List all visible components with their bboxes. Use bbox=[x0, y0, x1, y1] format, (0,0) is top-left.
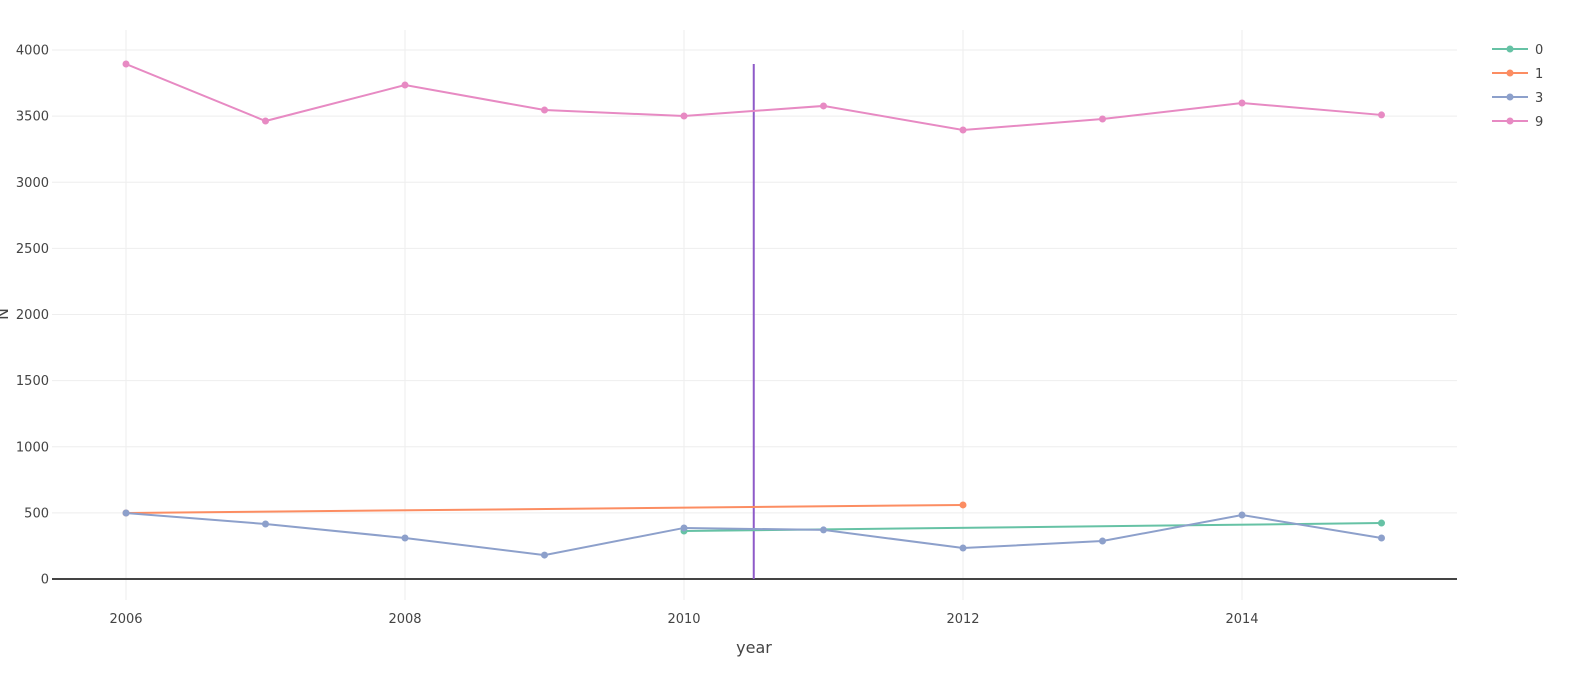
data-point[interactable] bbox=[262, 520, 269, 528]
y-tick-label: 0 bbox=[41, 573, 49, 588]
legend-label: 0 bbox=[1535, 43, 1543, 58]
series-group bbox=[122, 60, 1386, 559]
y-tick-label: 2500 bbox=[16, 242, 49, 257]
data-point[interactable] bbox=[541, 551, 548, 559]
series-line bbox=[125, 503, 964, 515]
legend-item-9[interactable]: 9 bbox=[1492, 115, 1543, 130]
legend-marker-icon bbox=[1506, 69, 1514, 77]
data-point[interactable] bbox=[401, 534, 409, 542]
data-point[interactable] bbox=[122, 60, 130, 68]
series-9[interactable] bbox=[122, 60, 1386, 134]
legend: 0 1 3 9 bbox=[1492, 43, 1543, 130]
y-tick-label: 1500 bbox=[16, 374, 49, 389]
data-point[interactable] bbox=[820, 526, 827, 534]
legend-marker-icon bbox=[1506, 117, 1514, 125]
legend-label: 9 bbox=[1535, 115, 1543, 130]
legend-item-0[interactable]: 0 bbox=[1492, 43, 1543, 58]
data-point[interactable] bbox=[959, 501, 967, 509]
y-axis-title: N bbox=[0, 308, 12, 320]
y-tick-label: 1000 bbox=[16, 440, 49, 455]
data-point[interactable] bbox=[1238, 99, 1246, 107]
data-point[interactable] bbox=[1378, 534, 1385, 542]
data-point[interactable] bbox=[959, 126, 967, 134]
data-point[interactable] bbox=[680, 112, 688, 120]
series-3[interactable] bbox=[122, 509, 1386, 559]
series-1[interactable] bbox=[122, 501, 967, 517]
x-axis-title: year bbox=[736, 638, 772, 657]
legend-marker-icon bbox=[1506, 93, 1514, 101]
legend-label: 1 bbox=[1535, 67, 1543, 82]
data-point[interactable] bbox=[1378, 519, 1385, 527]
legend-label: 3 bbox=[1535, 91, 1543, 106]
data-point[interactable] bbox=[541, 106, 548, 114]
data-point[interactable] bbox=[262, 117, 269, 125]
legend-marker-icon bbox=[1506, 45, 1514, 53]
y-tick-label: 3500 bbox=[16, 110, 49, 125]
data-point[interactable] bbox=[122, 509, 130, 517]
data-point[interactable] bbox=[1238, 511, 1246, 519]
data-point[interactable] bbox=[1099, 537, 1106, 545]
data-point[interactable] bbox=[820, 102, 827, 110]
data-point[interactable] bbox=[1099, 115, 1106, 123]
data-point[interactable] bbox=[959, 544, 967, 552]
data-point[interactable] bbox=[401, 81, 409, 89]
y-tick-label: 3000 bbox=[16, 176, 49, 191]
y-tick-label: 2000 bbox=[16, 308, 49, 323]
series-line bbox=[125, 63, 1382, 132]
x-tick-label: 2006 bbox=[109, 612, 142, 627]
x-tick-label: 2008 bbox=[388, 612, 421, 627]
y-tick-label: 4000 bbox=[16, 44, 49, 59]
data-point[interactable] bbox=[1378, 111, 1385, 119]
x-tick-label: 2012 bbox=[946, 612, 979, 627]
x-tick-label: 2014 bbox=[1225, 612, 1258, 627]
y-tick-label: 500 bbox=[24, 506, 49, 521]
y-axis-ticks: 0 500 1000 1500 2000 2500 3000 3500 4000 bbox=[16, 44, 49, 588]
x-tick-label: 2010 bbox=[667, 612, 700, 627]
x-axis-ticks: 2006 2008 2010 2012 2014 bbox=[109, 612, 1258, 627]
legend-item-1[interactable]: 1 bbox=[1492, 67, 1543, 82]
data-point[interactable] bbox=[680, 524, 688, 532]
legend-item-3[interactable]: 3 bbox=[1492, 91, 1543, 106]
series-line bbox=[125, 512, 1382, 557]
